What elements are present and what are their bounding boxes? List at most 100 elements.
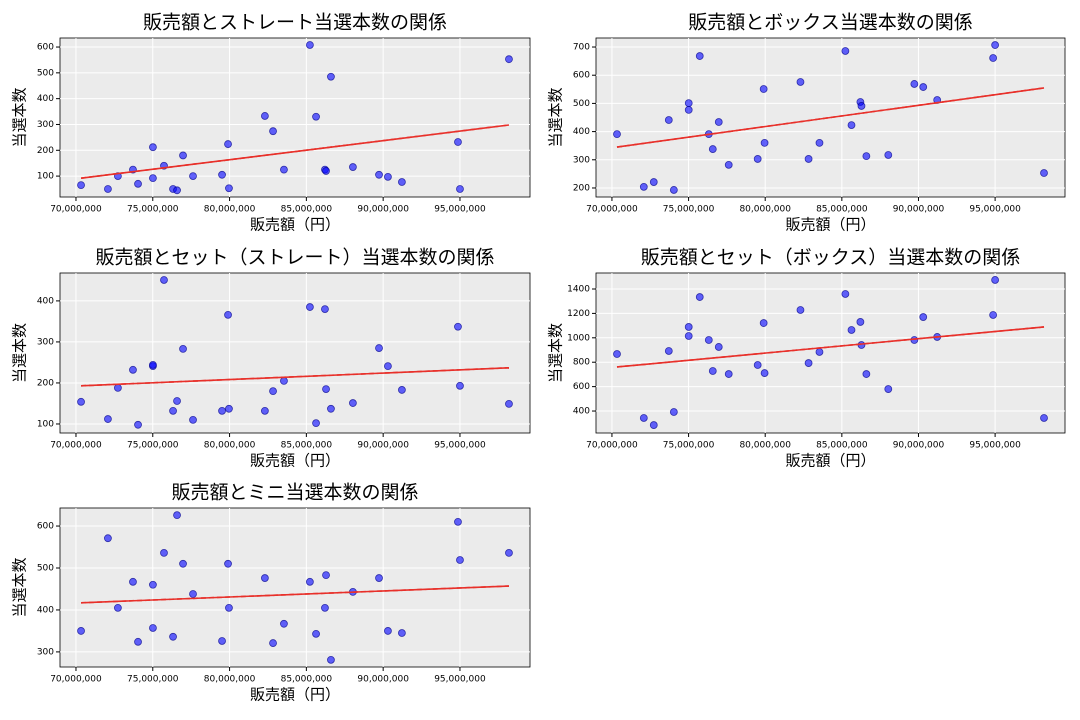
point xyxy=(114,603,122,612)
point xyxy=(884,151,893,159)
point xyxy=(759,319,768,327)
point xyxy=(724,370,733,378)
y-tick-label: 300 xyxy=(37,647,54,657)
y-tick-label: 500 xyxy=(37,563,54,573)
y-tick-label: 600 xyxy=(573,71,590,81)
point xyxy=(664,116,673,124)
trend-line xyxy=(616,87,1045,148)
point xyxy=(321,305,329,314)
point xyxy=(322,385,330,394)
x-tick-label: 85,000,000 xyxy=(816,205,868,215)
point xyxy=(134,420,142,429)
y-tick-label: 400 xyxy=(37,296,54,306)
y-tick-label: 600 xyxy=(573,382,590,392)
point xyxy=(1040,169,1048,177)
point xyxy=(847,121,856,130)
point xyxy=(349,399,357,407)
x-tick-label: 80,000,000 xyxy=(204,205,256,215)
point xyxy=(77,627,85,635)
point xyxy=(77,181,85,190)
point xyxy=(991,41,1000,49)
x-tick-label: 85,000,000 xyxy=(281,205,333,215)
x-tick-label: 70,000,000 xyxy=(50,675,102,685)
point xyxy=(280,376,288,385)
trend-line-dashed xyxy=(81,585,509,604)
point xyxy=(669,186,678,194)
y-tick-label: 400 xyxy=(37,94,54,104)
y-tick-label: 600 xyxy=(37,522,54,532)
chart-title: 販売額とストレート当選本数の関係 xyxy=(143,12,447,34)
y-axis-label: 当選本数 xyxy=(11,87,29,147)
x-tick-label: 75,000,000 xyxy=(127,675,179,685)
y-tick-label: 700 xyxy=(573,43,590,53)
y-axis-label: 当選本数 xyxy=(11,557,29,617)
trend-line xyxy=(80,124,510,179)
point xyxy=(815,348,824,356)
y-tick-label: 100 xyxy=(37,172,54,182)
point xyxy=(454,138,462,146)
x-tick-label: 95,000,000 xyxy=(969,441,1021,451)
point xyxy=(149,174,157,183)
point xyxy=(189,590,197,598)
point xyxy=(639,414,648,422)
point xyxy=(753,155,762,163)
point xyxy=(695,52,704,60)
point xyxy=(104,185,112,193)
point xyxy=(815,138,824,147)
point xyxy=(664,347,673,355)
x-tick-label: 70,000,000 xyxy=(586,441,638,451)
point xyxy=(269,127,277,136)
point xyxy=(260,406,269,415)
point xyxy=(224,140,232,148)
x-tick-label: 90,000,000 xyxy=(357,675,409,685)
y-tick-label: 200 xyxy=(37,378,54,388)
y-tick-label: 1000 xyxy=(567,333,590,343)
x-tick-label: 80,000,000 xyxy=(204,441,256,451)
point xyxy=(189,172,197,180)
point xyxy=(179,344,187,353)
point xyxy=(327,404,335,413)
y-tick-label: 300 xyxy=(37,120,54,130)
point xyxy=(322,571,330,580)
x-tick-label: 85,000,000 xyxy=(281,675,333,685)
y-tick-label: 500 xyxy=(37,68,54,78)
point xyxy=(129,577,137,586)
point xyxy=(280,165,288,174)
point xyxy=(454,322,462,331)
point xyxy=(327,72,335,81)
point xyxy=(398,386,406,394)
point xyxy=(384,172,392,181)
point xyxy=(684,332,693,340)
point xyxy=(695,293,704,301)
point xyxy=(708,367,717,375)
point xyxy=(649,421,658,429)
point xyxy=(613,130,621,139)
point xyxy=(305,577,314,586)
x-tick-label: 75,000,000 xyxy=(127,441,179,451)
x-tick-label: 90,000,000 xyxy=(893,441,945,451)
x-tick-label: 80,000,000 xyxy=(204,675,256,685)
y-axis-label: 当選本数 xyxy=(547,87,565,147)
y-tick-label: 800 xyxy=(573,358,590,368)
point xyxy=(179,559,187,568)
point xyxy=(910,80,919,88)
trend-line xyxy=(616,326,1045,368)
point xyxy=(841,290,850,298)
x-tick-label: 80,000,000 xyxy=(739,205,791,215)
x-tick-label: 80,000,000 xyxy=(739,441,791,451)
trend-line-dashed xyxy=(81,366,509,387)
point xyxy=(991,276,1000,284)
point xyxy=(169,632,177,641)
point xyxy=(760,138,769,147)
point xyxy=(134,179,142,188)
x-tick-label: 90,000,000 xyxy=(357,205,409,215)
y-tick-label: 400 xyxy=(573,127,590,137)
point xyxy=(173,511,181,520)
x-tick-label: 85,000,000 xyxy=(816,441,868,451)
point xyxy=(714,118,723,126)
x-axis-label: 販売額（円） xyxy=(250,686,340,704)
point xyxy=(919,83,928,91)
point xyxy=(104,534,112,543)
point xyxy=(149,580,157,589)
